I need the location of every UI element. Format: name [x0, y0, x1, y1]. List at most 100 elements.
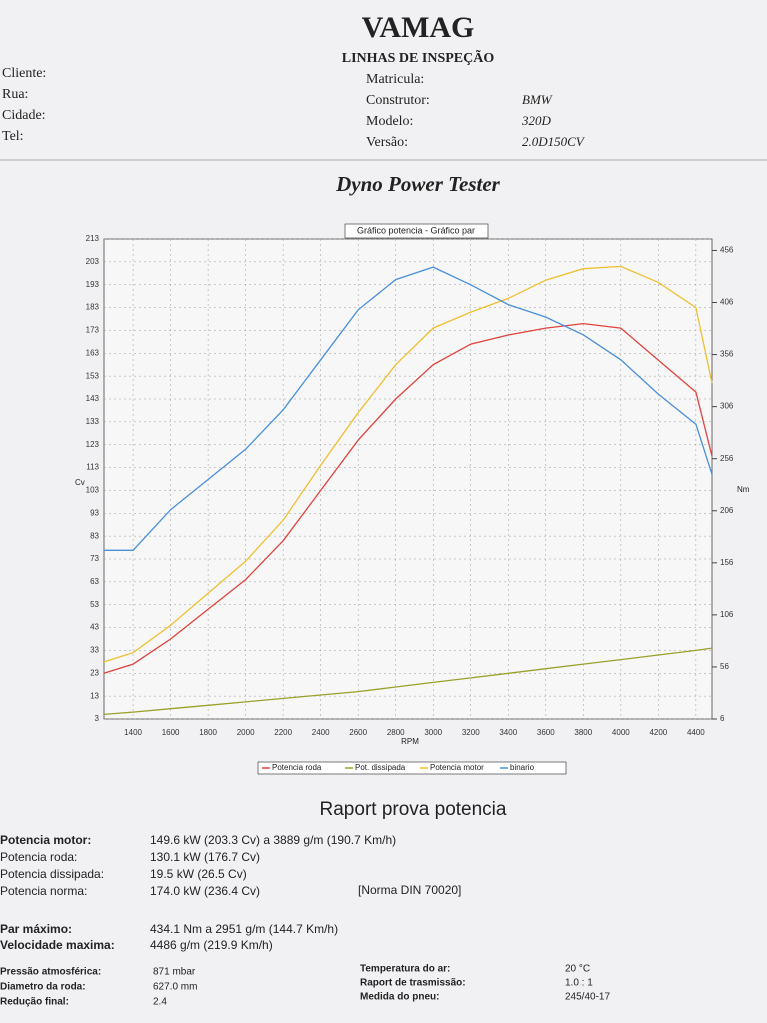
- report-title: Raport prova potencia: [320, 799, 507, 820]
- report-value: 1.0 : 1: [565, 978, 593, 989]
- y2-tick-label: 456: [720, 246, 734, 255]
- series-line: [103, 647, 713, 716]
- report-label: Velocidade maxima:: [0, 938, 115, 952]
- y-tick-label: 193: [86, 280, 100, 289]
- y-tick-label: 113: [86, 463, 99, 472]
- x-axis-label: RPM: [401, 737, 419, 746]
- chart-title-box: [344, 223, 489, 239]
- report-label: Potencia norma:: [0, 884, 87, 898]
- series-line: [104, 266, 713, 551]
- y2-tick-label: 356: [720, 350, 734, 359]
- y-tick-label: 23: [90, 668, 99, 677]
- y-tick-label: 143: [86, 394, 100, 403]
- field-label: Cliente:: [2, 66, 46, 81]
- x-tick-label: 3400: [499, 728, 517, 737]
- report-value: 20 °C: [565, 964, 590, 975]
- x-tick-label: 3200: [462, 728, 480, 737]
- report-value: 245/40-17: [565, 992, 610, 1003]
- y-axis-label: Cv: [75, 478, 85, 487]
- report-value: 434.1 Nm a 2951 g/m (144.7 Km/h): [150, 922, 338, 936]
- report-label: Redução final:: [0, 997, 69, 1008]
- field-value: 2.0D150CV: [522, 134, 586, 149]
- y-tick-label: 103: [86, 486, 100, 495]
- field-label: Modelo:: [366, 114, 413, 129]
- legend-box: [257, 761, 567, 775]
- plot-area: [103, 238, 713, 720]
- legend-label: Potencia roda: [272, 763, 322, 772]
- y2-tick-label: 106: [720, 610, 734, 619]
- report-value: 4486 g/m (219.9 Km/h): [150, 938, 273, 952]
- report-label: Par máximo:: [0, 922, 72, 936]
- y2-tick-label: 406: [720, 298, 734, 307]
- legend-label: Potencia motor: [430, 763, 484, 772]
- report-value: 2.4: [153, 997, 167, 1008]
- field-label: Cidade:: [2, 108, 46, 123]
- y-tick-label: 83: [90, 531, 99, 540]
- x-tick-label: 1600: [162, 728, 180, 737]
- y2-tick-label: 6: [720, 714, 725, 723]
- y2-tick-label: 156: [720, 558, 734, 567]
- y-tick-label: 203: [86, 257, 100, 266]
- y-tick-label: 53: [90, 600, 99, 609]
- field-label: Matricula:: [366, 72, 424, 87]
- y-tick-label: 63: [90, 577, 99, 586]
- header-title: VAMAG: [362, 11, 475, 44]
- field-label: Construtor:: [366, 93, 430, 108]
- report-label: Pressão atmosférica:: [0, 967, 101, 978]
- y-tick-label: 153: [86, 371, 100, 380]
- x-tick-label: 4000: [612, 728, 630, 737]
- chart-title: Gráfico potencia - Gráfico par: [357, 225, 475, 235]
- y-tick-label: 173: [86, 326, 100, 335]
- legend-label: Pot. dissipada: [355, 763, 406, 772]
- field-label: Rua:: [2, 87, 28, 102]
- x-tick-label: 3600: [537, 728, 555, 737]
- report-label: Potencia roda:: [0, 850, 77, 864]
- series-line: [103, 322, 713, 674]
- field-label: Versão:: [366, 135, 408, 150]
- x-tick-label: 4400: [687, 728, 705, 737]
- x-tick-label: 3800: [574, 728, 592, 737]
- report-value: 627.0 mm: [153, 982, 197, 993]
- y-tick-label: 213: [86, 234, 100, 243]
- report-label: Raport de trasmissão:: [360, 978, 466, 989]
- field-value: 320D: [521, 113, 552, 128]
- y-tick-label: 123: [86, 440, 100, 449]
- series-line: [103, 265, 713, 663]
- x-tick-label: 1400: [124, 728, 142, 737]
- y2-axis-label: Nm: [737, 485, 750, 494]
- y-tick-label: 183: [86, 303, 100, 312]
- field-label: Tel:: [2, 129, 24, 144]
- legend-label: binario: [510, 763, 535, 772]
- y-tick-label: 73: [90, 554, 99, 563]
- x-tick-label: 2200: [274, 728, 292, 737]
- y2-tick-label: 206: [720, 506, 734, 515]
- report-value: 19.5 kW (26.5 Cv): [150, 867, 247, 881]
- x-tick-label: 2600: [349, 728, 367, 737]
- header-subtitle: LINHAS DE INSPEÇÃO: [342, 48, 495, 66]
- report-value: 174.0 kW (236.4 Cv): [150, 884, 260, 898]
- report-value: 149.6 kW (203.3 Cv) a 3889 g/m (190.7 Km…: [150, 833, 396, 847]
- y-tick-label: 43: [90, 623, 99, 632]
- report-label: Potencia motor:: [0, 833, 91, 847]
- field-value: BMW: [522, 92, 553, 107]
- x-tick-label: 3000: [424, 728, 442, 737]
- x-tick-label: 2400: [312, 728, 330, 737]
- report-label: Potencia dissipada:: [0, 867, 104, 881]
- y2-tick-label: 56: [720, 662, 729, 671]
- report-label: Diametro da roda:: [0, 982, 86, 993]
- report-label: Temperatura do ar:: [360, 964, 450, 975]
- x-tick-label: 4200: [649, 728, 667, 737]
- y-tick-label: 93: [90, 508, 99, 517]
- y-tick-label: 3: [95, 714, 100, 723]
- x-tick-label: 1800: [199, 728, 217, 737]
- norma-note: [Norma DIN 70020]: [358, 883, 461, 897]
- y-tick-label: 13: [90, 691, 99, 700]
- report-value: 871 mbar: [153, 967, 196, 978]
- report-label: Medida do pneu:: [360, 992, 439, 1003]
- report-value: 130.1 kW (176.7 Cv): [150, 850, 260, 864]
- y-tick-label: 163: [86, 348, 100, 357]
- y-tick-label: 33: [90, 646, 99, 655]
- y2-tick-label: 306: [720, 402, 734, 411]
- heading: Dyno Power Tester: [335, 172, 501, 196]
